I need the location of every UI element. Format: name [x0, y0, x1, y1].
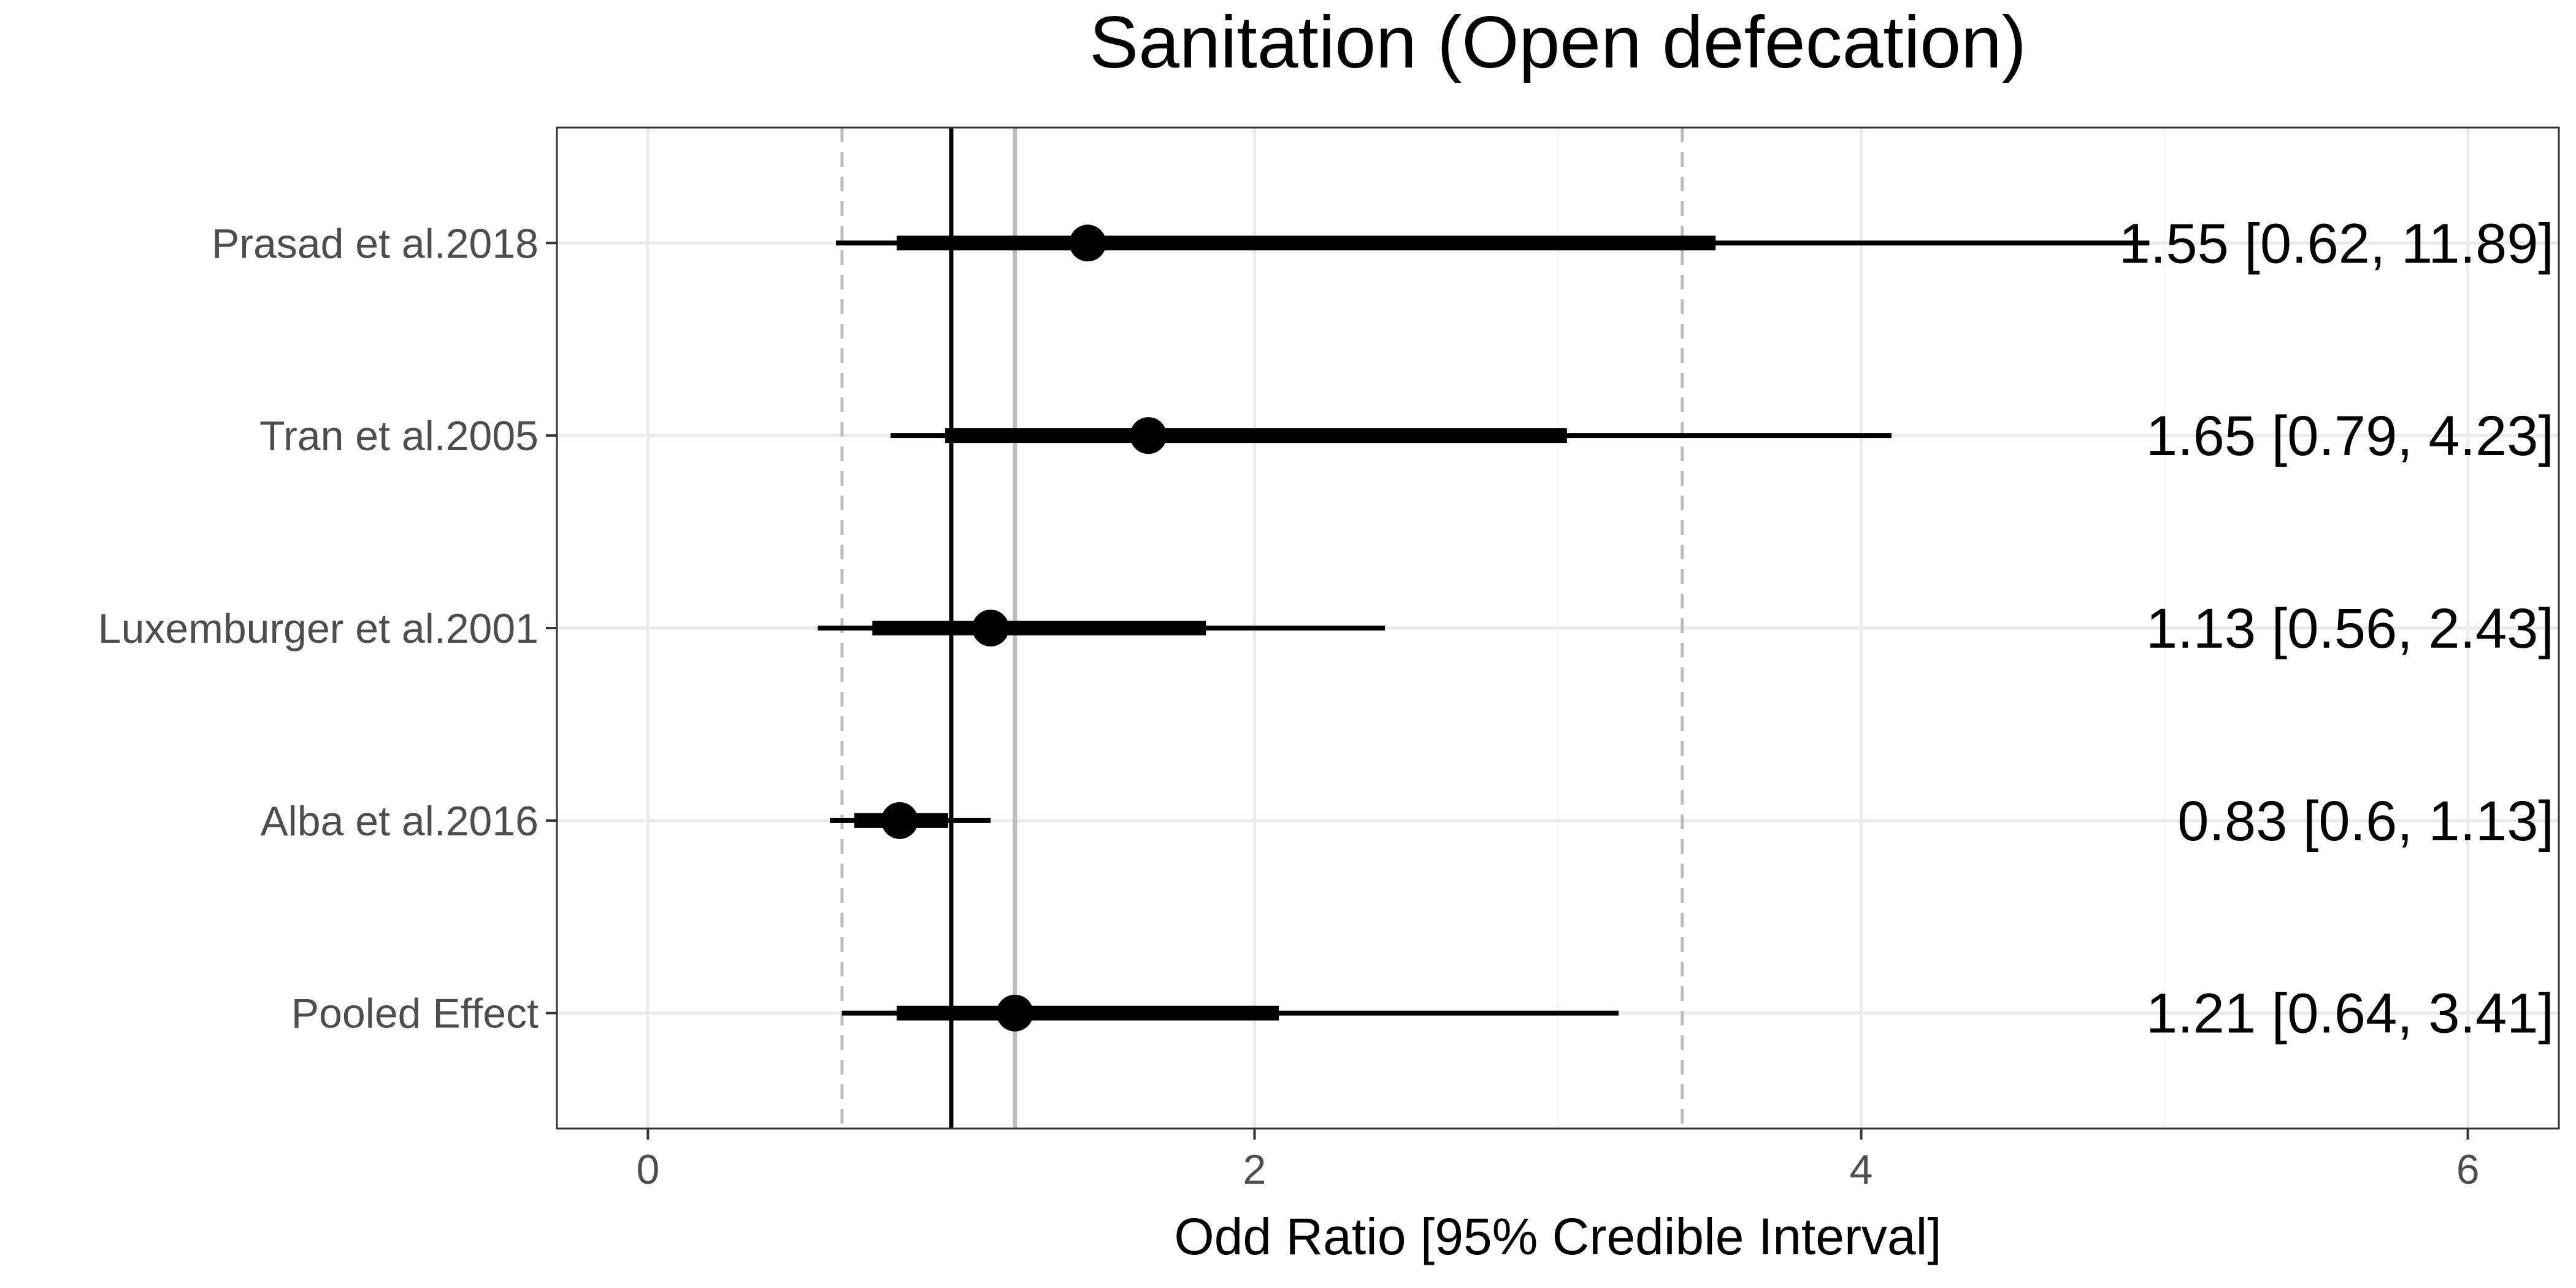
y-tick-label: Pooled Effect [291, 991, 539, 1037]
point-estimate [1130, 417, 1167, 454]
x-tick-label: 0 [636, 1146, 659, 1193]
y-tick-label: Tran et al.2005 [259, 413, 539, 459]
value-label: 0.83 [0.6, 1.13] [2177, 790, 2554, 853]
point-estimate [996, 994, 1033, 1032]
x-tick-label: 4 [1850, 1146, 1873, 1193]
x-tick-label: 2 [1243, 1146, 1267, 1193]
point-estimate [972, 610, 1010, 646]
axes: Prasad et al.2018 Tran et al.2005 Luxembur… [98, 220, 2480, 1193]
y-tick-label: Luxemburger et al.2001 [98, 605, 539, 652]
point-estimate [881, 802, 918, 839]
point-estimate [1069, 224, 1106, 262]
chart-title: Sanitation (Open defecation) [1089, 1, 2026, 83]
x-tick-label: 6 [2456, 1146, 2480, 1193]
value-label: 1.65 [0.79, 4.23] [2146, 405, 2554, 467]
x-axis-title: Odd Ratio [95% Credible Interval] [1174, 1208, 1941, 1265]
y-tick-label: Prasad et al.2018 [212, 220, 539, 267]
interval-layer [818, 224, 2150, 1032]
value-label: 1.55 [0.62, 11.89] [2119, 212, 2554, 275]
value-label: 1.21 [0.64, 3.41] [2146, 983, 2554, 1045]
y-tick-label: Alba et al.2016 [260, 798, 539, 845]
value-label: 1.13 [0.56, 2.43] [2146, 597, 2554, 660]
value-labels: 1.55 [0.62, 11.89] 1.65 [0.79, 4.23] 1.13 … [2119, 212, 2554, 1045]
